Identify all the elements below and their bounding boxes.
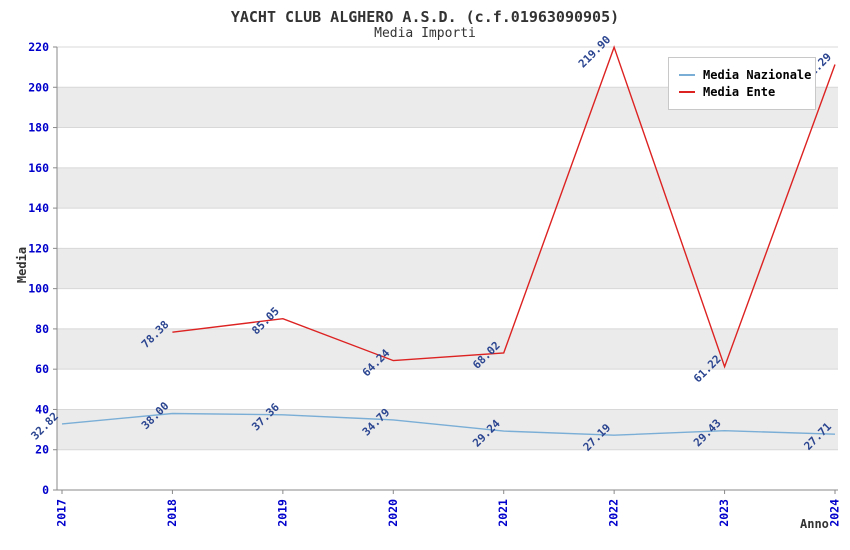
y-tick-label: 100 <box>28 282 49 296</box>
legend-swatch-media-nazionale <box>679 74 695 76</box>
background-band <box>57 409 838 450</box>
x-tick-label: 2023 <box>717 499 731 527</box>
chart-title: YACHT CLUB ALGHERO A.S.D. (c.f.019630909… <box>230 8 620 26</box>
x-tick-label: 2018 <box>165 499 179 527</box>
legend-item-media-nazionale: Media Nazionale <box>679 68 811 82</box>
legend-swatch-media-ente <box>679 91 695 93</box>
y-tick-label: 80 <box>35 322 49 336</box>
y-tick-label: 220 <box>28 40 49 54</box>
x-tick-label: 2021 <box>496 499 510 527</box>
legend: Media Nazionale Media Ente <box>668 57 816 110</box>
background-band <box>57 208 838 249</box>
series-line-media-nazionale <box>61 412 836 436</box>
y-tick-label: 0 <box>42 483 49 497</box>
background-band <box>57 449 838 490</box>
legend-label-media-ente: Media Ente <box>703 85 776 99</box>
chart-subtitle: Media Importi <box>374 26 476 41</box>
background-band <box>57 288 838 329</box>
background-band <box>57 167 838 209</box>
y-tick-label: 180 <box>28 121 49 135</box>
y-axis-title: Media <box>15 246 29 284</box>
legend-item-media-ente: Media Ente <box>679 85 805 99</box>
x-tick-label: 2022 <box>607 499 621 527</box>
y-tick-label: 20 <box>35 443 49 457</box>
legend-label-media-nazionale: Media Nazionale <box>703 68 812 82</box>
y-tick-label: 160 <box>28 161 49 175</box>
y-tick-label: 40 <box>35 402 49 416</box>
background-band <box>57 328 838 370</box>
background-band <box>57 248 838 289</box>
y-tick-label: 120 <box>28 241 49 255</box>
background-band <box>57 369 838 410</box>
x-tick-label: 2024 <box>828 499 842 527</box>
y-tick-label: 140 <box>28 201 49 215</box>
x-tick-label: 2017 <box>55 499 69 527</box>
x-tick-label: 2019 <box>275 499 289 527</box>
x-tick-label: 2020 <box>386 499 400 527</box>
y-tick-label: 60 <box>35 362 49 376</box>
x-axis-title: Anno <box>800 517 829 531</box>
series-line-media-ente <box>172 45 836 369</box>
y-tick-label: 200 <box>28 80 49 94</box>
background-band <box>57 127 838 168</box>
